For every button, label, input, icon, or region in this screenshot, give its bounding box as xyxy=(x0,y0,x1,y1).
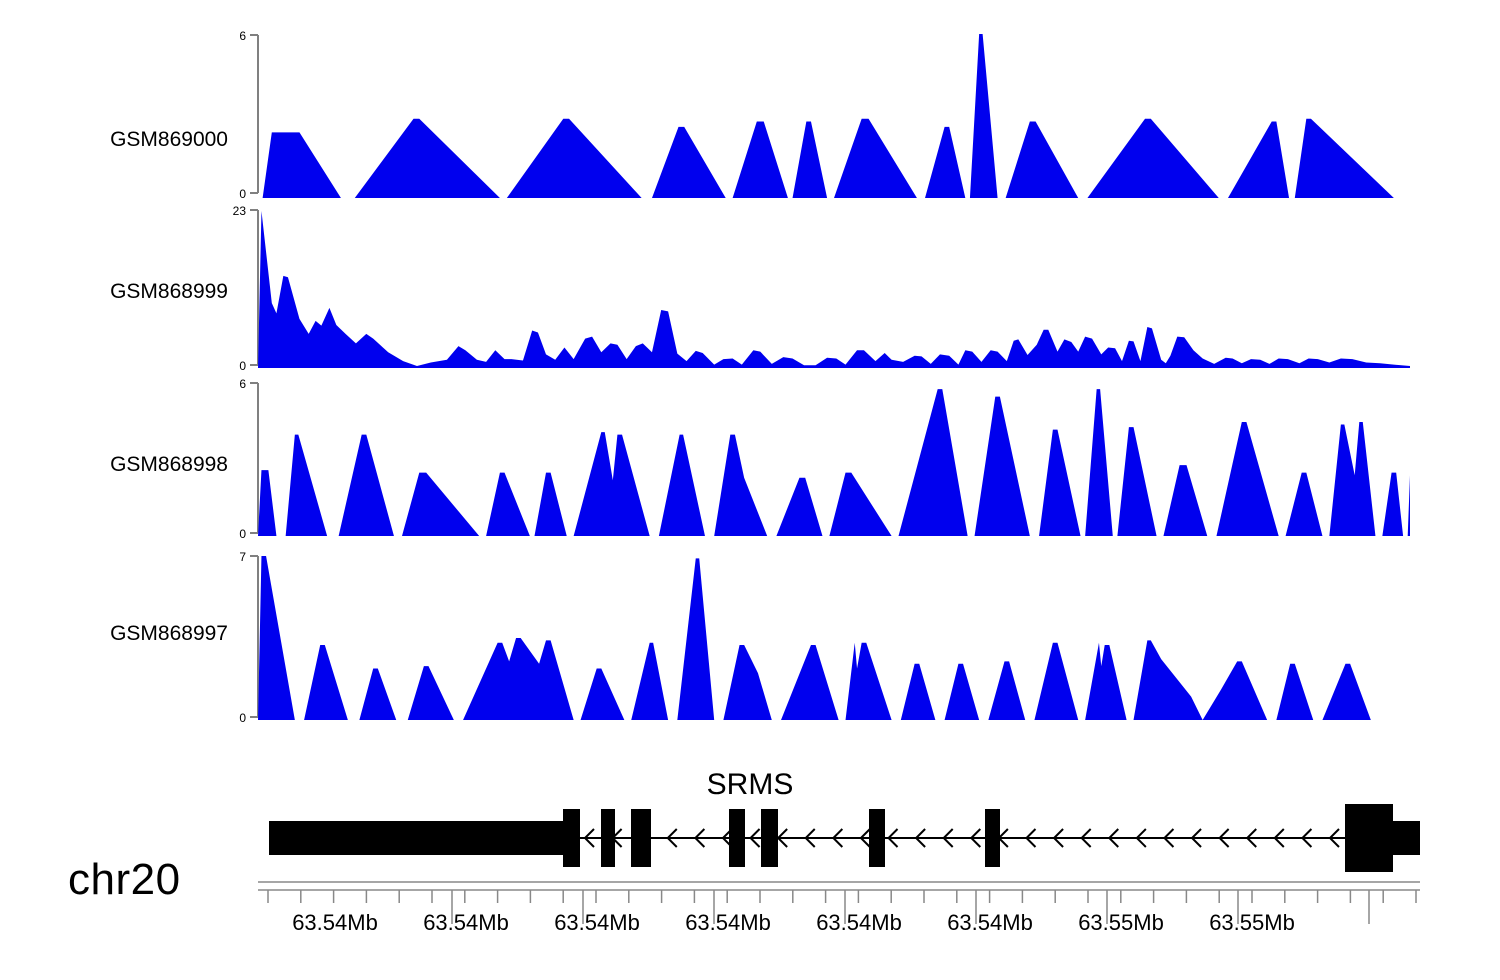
ruler-tick-label: 63.54Mb xyxy=(947,910,1033,935)
ruler-tick-label: 63.54Mb xyxy=(816,910,902,935)
coverage-svg-0 xyxy=(258,34,1410,198)
track-axis-3: 7 0 xyxy=(224,550,259,725)
track-axis-0: 6 0 xyxy=(224,28,259,201)
ruler-tick-label: 63.54Mb xyxy=(292,910,378,935)
ruler-tick-label: 63.54Mb xyxy=(554,910,640,935)
track-label-3: GSM868997 xyxy=(110,622,228,645)
coverage-area-3 xyxy=(258,550,1410,722)
gene-utr[interactable] xyxy=(269,821,563,855)
ruler-tick-label: 63.55Mb xyxy=(1078,910,1164,935)
gene-exon[interactable] xyxy=(869,809,885,867)
axis-min-label-1: 0 xyxy=(239,359,246,373)
gene-exon[interactable] xyxy=(761,809,778,867)
coverage-svg-1 xyxy=(258,211,1410,368)
ruler-tick-label: 63.54Mb xyxy=(685,910,771,935)
ruler-tick-label: 63.55Mb xyxy=(1209,910,1295,935)
gene-utr[interactable] xyxy=(1385,821,1420,855)
coverage-svg-3 xyxy=(258,556,1410,720)
coverage-area-1 xyxy=(258,205,1410,370)
track-label-0: GSM869000 xyxy=(110,128,228,151)
gene-exon[interactable] xyxy=(631,809,651,867)
axis-max-label-0: 6 xyxy=(239,29,246,43)
axis-min-label-3: 0 xyxy=(239,711,246,725)
chromosome-label: chr20 xyxy=(68,855,181,904)
gene-exon[interactable] xyxy=(729,809,745,867)
coverage-svg-2 xyxy=(258,389,1410,536)
track-axis-2: 6 0 xyxy=(224,377,259,541)
coverage-track-1: GSM868999 23 0 xyxy=(0,204,1500,373)
track-label-1: GSM868999 xyxy=(110,280,228,303)
coverage-area-0 xyxy=(258,28,1410,200)
gene-model-track[interactable] xyxy=(0,760,1500,885)
axis-min-label-0: 0 xyxy=(239,187,246,201)
genomic-coordinate-ruler[interactable]: 63.54Mb 63.54Mb 63.54Mb 63.54Mb 63.54Mb 63.54… xyxy=(0,872,1500,980)
gene-exon[interactable] xyxy=(601,809,615,867)
axis-max-label-1: 23 xyxy=(233,204,247,218)
coverage-track-2: GSM868998 6 0 xyxy=(0,377,1500,541)
axis-max-label-3: 7 xyxy=(239,550,246,564)
track-axis-1: 23 0 xyxy=(224,204,259,373)
gene-exon[interactable] xyxy=(563,809,580,867)
coverage-area-2 xyxy=(258,378,1410,538)
axis-min-label-2: 0 xyxy=(239,527,246,541)
coverage-track-3: GSM868997 7 0 xyxy=(0,550,1500,725)
ruler-tick-label: 63.54Mb xyxy=(423,910,509,935)
track-label-2: GSM868998 xyxy=(110,453,228,476)
axis-max-label-2: 6 xyxy=(239,377,246,391)
gene-exon[interactable] xyxy=(985,809,1000,867)
coverage-track-0: GSM869000 6 0 xyxy=(0,28,1500,201)
